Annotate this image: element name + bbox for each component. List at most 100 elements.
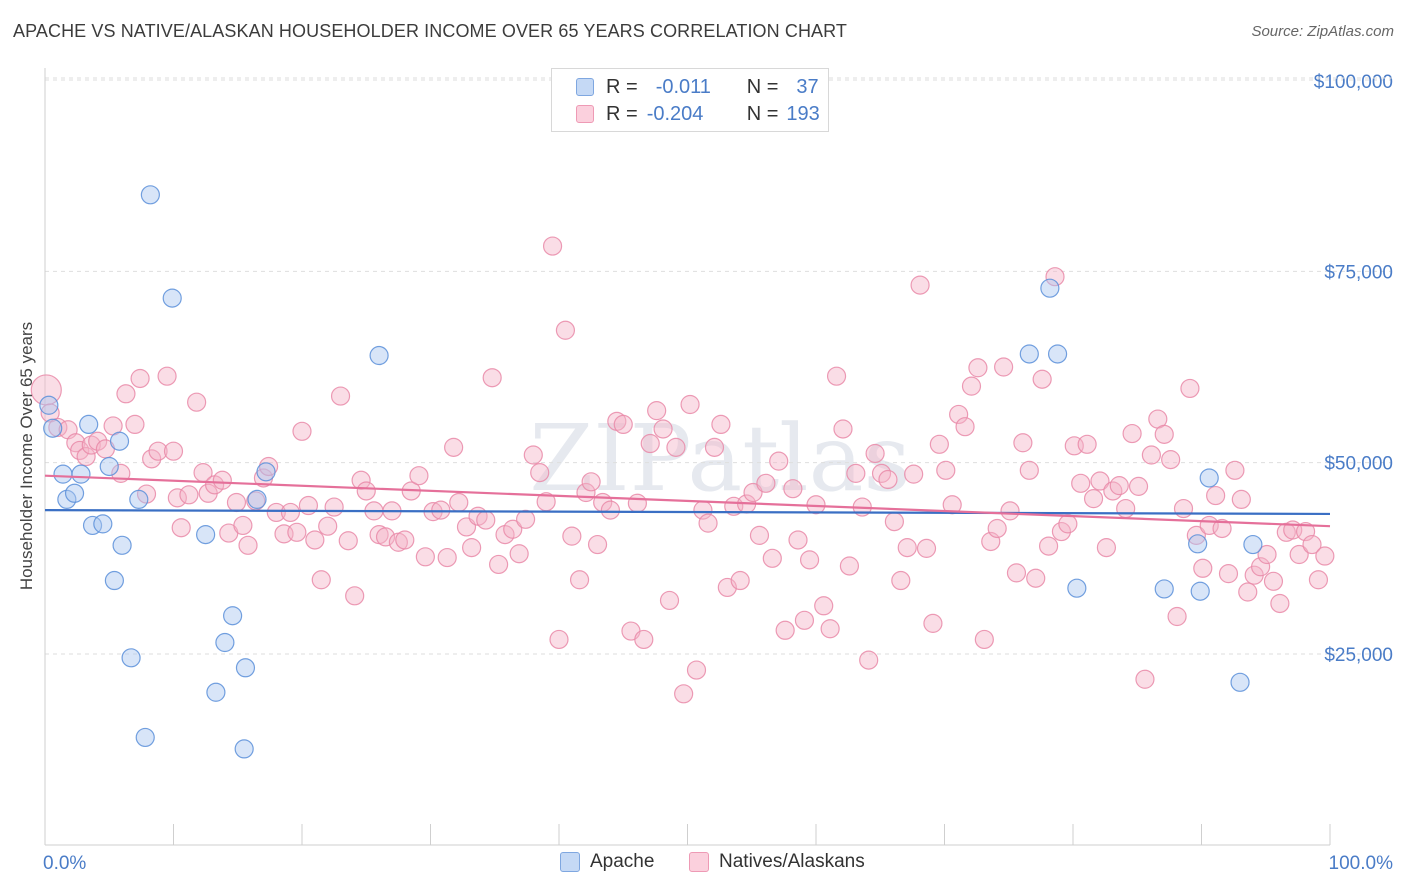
natives-point [1019, 460, 1039, 480]
natives-point [1231, 489, 1251, 510]
apache-point [99, 456, 119, 477]
natives-point [1180, 378, 1200, 399]
natives-point [686, 660, 707, 680]
natives-point [1026, 568, 1046, 588]
apache-point [1047, 344, 1068, 364]
source-label: Source: ZipAtlas.com [1251, 23, 1394, 40]
natives-legend-label: Natives/Alaskans [719, 851, 865, 872]
legend-row-apache: R = -0.011 N = 37 [552, 74, 819, 100]
apache-point [1019, 344, 1039, 364]
n-value: 193 [786, 102, 820, 125]
natives-point [431, 500, 451, 520]
chart-title: APACHE VS NATIVE/ALASKAN HOUSEHOLDER INC… [13, 21, 848, 41]
natives-point [783, 479, 803, 499]
natives-point [826, 366, 847, 386]
n-value: 37 [796, 75, 819, 98]
natives-point [653, 419, 673, 439]
natives-point [929, 434, 949, 454]
natives-point [305, 530, 325, 550]
natives-point [1006, 563, 1027, 583]
natives-point [1135, 669, 1155, 689]
natives-point [171, 518, 191, 538]
natives-point [1083, 489, 1104, 509]
natives-trend-line [44, 474, 1331, 528]
natives-point [974, 629, 994, 650]
y-tick-label: $25,000 [1324, 645, 1393, 666]
natives-point [674, 684, 694, 704]
r-label: R = [606, 102, 638, 125]
natives-point [330, 386, 351, 406]
natives-point [704, 437, 725, 457]
natives-point [233, 515, 253, 536]
natives-point [1141, 445, 1161, 465]
natives-point [76, 446, 96, 467]
natives-point [1058, 514, 1078, 534]
natives-point [659, 590, 680, 611]
natives-point [581, 472, 601, 492]
natives-point [130, 368, 150, 389]
natives-point [509, 544, 529, 564]
apache-point [79, 414, 99, 434]
natives-swatch [576, 105, 594, 123]
apache-legend-label: Apache [590, 851, 655, 872]
natives-point [238, 535, 258, 555]
natives-point [666, 437, 686, 457]
natives-point [775, 620, 795, 640]
apache-point [121, 648, 141, 668]
correlation-legend: R = -0.011 N = 37 R = -0.204 N = 193 [551, 68, 829, 132]
natives-point [311, 570, 331, 590]
natives-point [449, 492, 469, 513]
apache-point [234, 739, 254, 759]
apache-point [135, 727, 155, 748]
y-tick-label: $75,000 [1324, 262, 1393, 283]
natives-point [569, 570, 590, 590]
natives-point [936, 460, 956, 480]
natives-point [395, 530, 415, 550]
natives-point [530, 463, 550, 483]
apache-point [1040, 278, 1060, 298]
natives-point [814, 596, 834, 616]
natives-point [515, 509, 536, 529]
natives-point [769, 451, 789, 471]
natives-point [482, 368, 502, 388]
x-tick-label: 100.0% [1329, 853, 1394, 874]
n-label: N = [746, 102, 779, 125]
natives-point [287, 522, 307, 542]
natives-point [226, 492, 247, 513]
natives-point [1257, 544, 1277, 565]
apache-point [53, 464, 73, 484]
natives-point [142, 449, 162, 469]
natives-point [1218, 564, 1239, 584]
y-axis-label: Householder Income Over 65 years [17, 321, 36, 591]
natives-point [1193, 558, 1213, 578]
apache-point [256, 462, 276, 482]
natives-point [730, 570, 750, 591]
apache-point [104, 570, 124, 591]
natives-point [846, 463, 866, 483]
apache-point [43, 418, 63, 438]
apache-point [223, 606, 243, 626]
natives-point [462, 538, 482, 558]
natives-point [88, 431, 108, 451]
y-tick-label: $100,000 [1314, 72, 1393, 93]
natives-point [266, 502, 286, 523]
natives-point [820, 619, 840, 639]
natives-point [116, 384, 136, 404]
natives-point [799, 550, 820, 570]
apache-point [196, 525, 216, 545]
natives-point [923, 613, 943, 633]
natives-point [1161, 450, 1181, 470]
natives-point [338, 531, 358, 551]
natives-point [444, 437, 464, 457]
natives-point [1128, 476, 1149, 496]
apache-point [1067, 578, 1087, 598]
legend-item-apache: Apache [560, 851, 654, 873]
natives-point [324, 497, 344, 517]
natives-point [897, 538, 917, 558]
natives-point [1103, 481, 1123, 501]
natives-point [1045, 267, 1065, 287]
apache-point [57, 489, 77, 510]
natives-point [1302, 534, 1322, 555]
natives-point [1206, 485, 1226, 506]
